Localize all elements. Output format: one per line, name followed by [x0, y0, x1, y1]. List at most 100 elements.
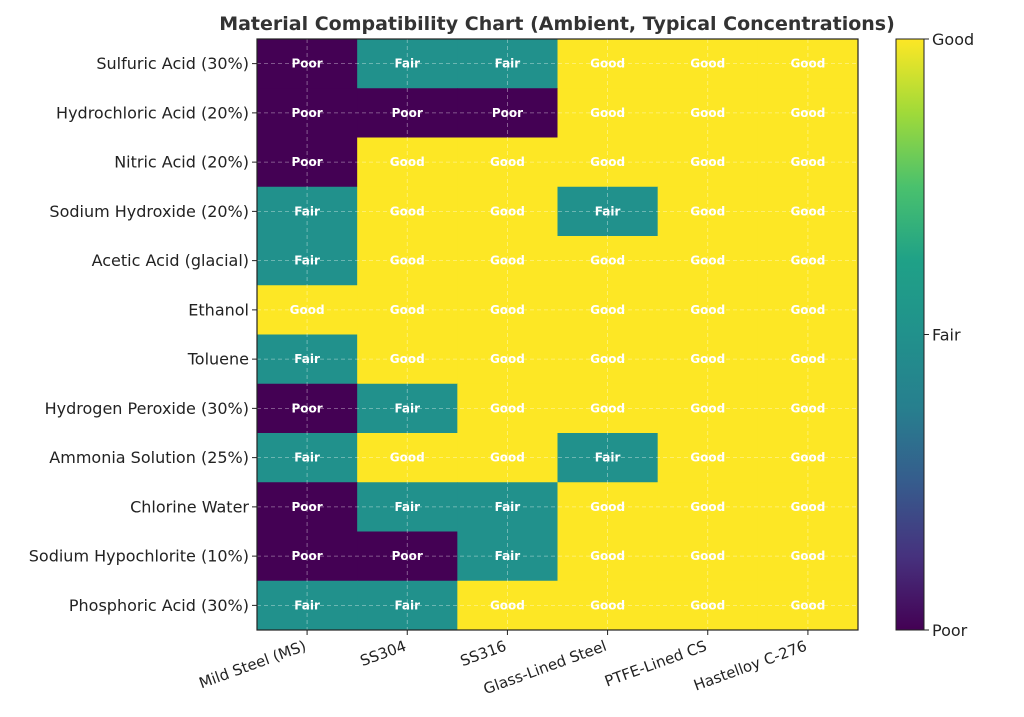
- cell-value-label: Good: [590, 254, 625, 268]
- cell-value-label: Good: [690, 352, 725, 366]
- cell-value-label: Fair: [294, 352, 320, 366]
- cell-value-label: Good: [590, 401, 625, 415]
- heatmap-cell: [357, 383, 458, 434]
- heatmap-cell: [757, 186, 859, 237]
- heatmap-cell: [657, 39, 759, 89]
- cell-value-label: Fair: [394, 57, 420, 71]
- cell-value-label: Good: [790, 352, 825, 366]
- heatmap-cell: [557, 236, 659, 286]
- cell-value-label: Fair: [495, 57, 521, 71]
- colorbar-labels: Poor Fair Good: [924, 30, 974, 640]
- cell-value-label: Good: [790, 57, 825, 71]
- heatmap-cell: [757, 39, 859, 89]
- row-labels: Sulfuric Acid (30%) Hydrochloric Acid (20…: [29, 54, 257, 615]
- cell-value-label: Good: [490, 155, 525, 169]
- cell-value-label: Good: [790, 500, 825, 514]
- cell-value-label: Good: [690, 598, 725, 612]
- heatmap-cell: [557, 137, 659, 188]
- cell-value-label: Good: [590, 598, 625, 612]
- cell-value-label: Poor: [291, 500, 322, 514]
- cell-labels: Poor Fair Fair Good Good Good Poor Poor Poor Good…: [290, 57, 826, 613]
- heatmap-cell: [657, 285, 759, 335]
- y-tick-label: Sodium Hypochlorite (10%): [29, 547, 249, 566]
- heatmap-cell: [757, 88, 859, 138]
- heatmap-cell: [657, 482, 759, 532]
- heatmap-cell: [557, 383, 659, 434]
- heatmap-cell: [357, 137, 458, 188]
- heatmap-cell: [657, 186, 759, 237]
- cell-value-label: Good: [490, 303, 525, 317]
- cell-value-label: Fair: [495, 549, 521, 563]
- heatmap-cell: [357, 433, 458, 483]
- heatmap-cell: [257, 334, 358, 385]
- heatmap-cell: [257, 39, 358, 89]
- heatmap-cell: [257, 433, 358, 483]
- heatmap-cell: [357, 285, 458, 335]
- cell-value-label: Fair: [595, 451, 621, 465]
- heatmap-cell: [657, 334, 759, 385]
- cell-value-label: Good: [690, 451, 725, 465]
- cell-value-label: Poor: [392, 549, 423, 563]
- heatmap-cell: [557, 285, 659, 335]
- heatmap-cell: [457, 482, 558, 532]
- heatmap-cell: [557, 39, 659, 89]
- heatmap-cell: [657, 580, 759, 631]
- heatmap-cell: [357, 186, 458, 237]
- heatmap-cell: [557, 580, 659, 631]
- y-tick-label: Hydrochloric Acid (20%): [56, 103, 249, 122]
- cell-value-label: Poor: [291, 549, 322, 563]
- cell-value-label: Good: [390, 254, 425, 268]
- heatmap-cell: [257, 186, 358, 237]
- cell-value-label: Good: [590, 352, 625, 366]
- x-tick-label: SS304: [358, 637, 409, 670]
- heatmap-cell: [757, 334, 859, 385]
- cell-value-label: Good: [390, 303, 425, 317]
- cell-value-label: Fair: [294, 598, 320, 612]
- heatmap-cell: [257, 88, 358, 138]
- colorbar-gradient: [895, 38, 925, 631]
- heatmap-cell: [457, 186, 558, 237]
- heatmap-cell: [657, 137, 759, 188]
- heatmap-cell: [757, 531, 859, 582]
- cell-value-label: Good: [590, 303, 625, 317]
- cell-value-label: Good: [690, 254, 725, 268]
- x-tick-label: Mild Steel (MS): [197, 637, 309, 692]
- heatmap-cell: [657, 383, 759, 434]
- heatmap-cell: [457, 433, 558, 483]
- heatmap-cell: [657, 531, 759, 582]
- heatmap-cell: [557, 334, 659, 385]
- cell-value-label: Fair: [595, 204, 621, 218]
- cell-value-label: Good: [690, 57, 725, 71]
- cell-value-label: Good: [590, 500, 625, 514]
- cell-value-label: Good: [490, 451, 525, 465]
- x-tick-label: SS316: [458, 637, 509, 670]
- y-tick-label: Nitric Acid (20%): [114, 153, 249, 172]
- cell-value-label: Good: [690, 155, 725, 169]
- cell-value-label: Poor: [392, 106, 423, 120]
- cell-value-label: Good: [390, 204, 425, 218]
- cell-value-label: Good: [790, 549, 825, 563]
- cell-value-label: Good: [690, 106, 725, 120]
- heatmap-cell: [357, 334, 458, 385]
- cell-value-label: Fair: [394, 401, 420, 415]
- x-tick-label: Hastelloy C-276: [691, 637, 809, 695]
- cell-value-label: Good: [590, 549, 625, 563]
- cell-value-label: Good: [390, 451, 425, 465]
- heatmap-cell: [457, 383, 558, 434]
- cell-value-label: Good: [790, 155, 825, 169]
- cell-value-label: Good: [390, 155, 425, 169]
- cell-value-label: Good: [690, 401, 725, 415]
- cell-value-label: Poor: [291, 57, 322, 71]
- heatmap-cell: [257, 580, 358, 631]
- cell-value-label: Good: [590, 106, 625, 120]
- cell-value-label: Good: [690, 549, 725, 563]
- cell-value-label: Poor: [291, 155, 322, 169]
- heatmap-cell: [457, 88, 558, 138]
- cell-value-label: Good: [490, 598, 525, 612]
- plot-frame: [256, 38, 859, 631]
- heatmap-cell: [757, 433, 859, 483]
- cell-value-label: Good: [490, 401, 525, 415]
- heatmap-cell: [257, 482, 358, 532]
- heatmap-cell: [457, 334, 558, 385]
- heatmap-cell: [257, 531, 358, 582]
